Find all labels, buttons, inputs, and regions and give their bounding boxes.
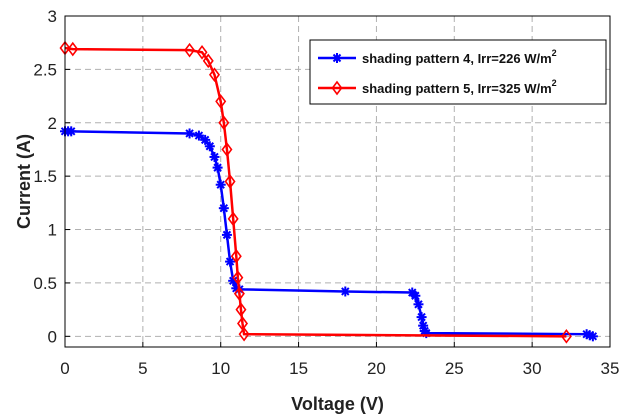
data-point-asterisk [413,299,424,310]
legend-entries: shading pattern 4, Irr=226 W/m2 shading p… [318,48,557,96]
data-point-asterisk [416,312,427,323]
y-tick-label: 2 [48,114,57,133]
series-line [64,46,567,338]
y-tick-label: 1.5 [33,167,57,186]
x-tick-label: 20 [367,359,386,378]
data-point-diamond [208,67,220,83]
x-tick-label: 10 [211,359,230,378]
x-tick-label: 15 [289,359,308,378]
data-point-diamond [184,42,196,58]
x-tick-label: 30 [523,359,542,378]
plot-frame [64,15,611,348]
data-point-diamond [235,302,247,317]
data-point-diamond [67,41,79,57]
data-point-diamond [218,115,230,131]
legend-superscript: 2 [552,48,557,58]
data-point-asterisk [225,256,236,267]
legend-entry-1: shading pattern 4, Irr=226 W/m2 [318,48,557,66]
data-point-diamond [331,80,343,96]
series-group [59,40,598,344]
data-point-diamond [196,44,208,60]
series-1 [60,126,598,342]
series-2 [59,40,572,344]
x-tick-label: 35 [601,359,620,378]
data-point-diamond [232,270,244,285]
data-point-diamond [238,326,250,342]
data-point-asterisk [200,134,211,145]
data-point-diamond [230,248,242,264]
data-point-diamond [224,174,236,189]
legend-label: shading pattern 5, Irr=325 W/m2 [362,78,557,96]
data-point-asterisk [209,151,220,162]
data-point-asterisk [218,203,229,214]
data-point-asterisk [193,130,204,141]
y-tick-label: 2.5 [33,60,57,79]
legend: shading pattern 4, Irr=226 W/m2 shading p… [309,39,607,105]
y-tick-label: 0 [48,327,57,346]
legend-superscript: 2 [552,78,557,88]
data-point-asterisk [204,141,215,152]
series-line [65,130,594,338]
data-point-diamond [233,286,245,301]
legend-entry-2: shading pattern 5, Irr=325 W/m2 [318,78,557,96]
data-point-asterisk [587,331,598,342]
data-point-asterisk [221,229,232,240]
data-point-asterisk [332,53,342,63]
y-tick-label: 0.5 [33,274,57,293]
axis-ticks: 0 5 10 15 20 25 30 35 0 0.5 1 1.5 2 2.5 3 [33,7,619,378]
legend-box [309,39,607,105]
data-point-diamond [227,211,239,227]
data-point-diamond [221,142,233,157]
y-tick-label: 1 [48,221,57,240]
y-axis-label: Current (A) [14,134,34,229]
data-point-asterisk [184,128,195,139]
x-axis-label: Voltage (V) [291,394,384,414]
x-tick-label: 25 [445,359,464,378]
data-point-asterisk [66,126,77,137]
data-point-diamond [560,328,572,344]
data-point-diamond [202,53,214,69]
data-point-asterisk [212,162,223,173]
data-point-asterisk [340,286,351,297]
data-point-asterisk [410,290,421,301]
data-point-asterisk [215,179,226,190]
data-point-diamond [215,94,227,109]
x-tick-label: 0 [60,359,69,378]
x-tick-label: 5 [138,359,147,378]
y-tick-label: 3 [48,7,57,26]
legend-label: shading pattern 4, Irr=226 W/m2 [362,48,557,66]
